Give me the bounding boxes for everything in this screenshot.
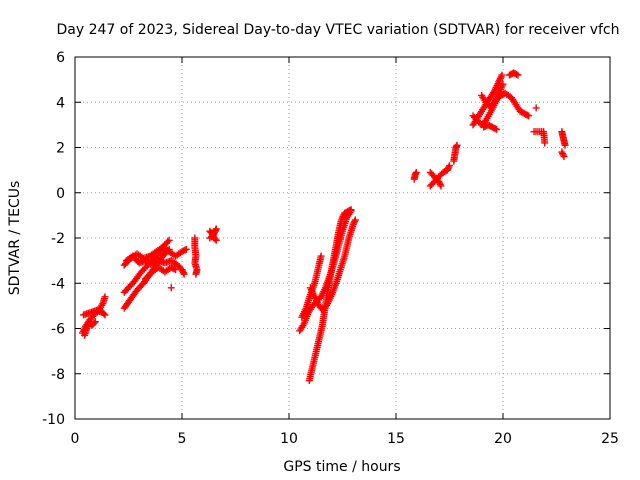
y-tick-label: 0 (56, 186, 65, 202)
data-point (412, 168, 420, 176)
data-point (446, 162, 453, 170)
y-axis-label: SDTVAR / TECUs (7, 181, 23, 296)
data-point (165, 236, 173, 244)
x-tick-label: 5 (178, 431, 187, 447)
data-point (561, 141, 569, 149)
data-point (513, 70, 521, 78)
data-point (560, 153, 568, 161)
y-tick-label: 2 (56, 141, 65, 157)
x-axis-label: GPS time / hours (283, 459, 400, 475)
data-marks (78, 69, 569, 385)
data-point (212, 225, 220, 233)
data-point (559, 151, 567, 159)
data-point (212, 236, 220, 244)
data-point (351, 217, 359, 225)
data-point (491, 125, 499, 133)
data-point (436, 180, 444, 188)
chart-title: Day 247 of 2023, Sidereal Day-to-day VTE… (56, 22, 619, 38)
x-tick-label: 10 (280, 431, 298, 447)
data-point (317, 252, 325, 260)
data-point (172, 266, 180, 274)
data-point (90, 319, 98, 327)
data-point (493, 125, 501, 133)
data-point (498, 71, 506, 79)
data-point (347, 207, 355, 215)
data-point (170, 265, 178, 273)
data-point (351, 216, 359, 224)
data-point (101, 311, 109, 319)
plot-frame (74, 56, 611, 420)
data-point (192, 270, 200, 278)
data-point (499, 80, 507, 88)
y-tick-label: 6 (56, 50, 65, 66)
data-point (164, 238, 172, 246)
x-tick-label: 25 (601, 431, 619, 447)
data-point (182, 245, 190, 253)
data-point (91, 318, 99, 326)
data-point (523, 111, 531, 119)
x-tick-label: 15 (387, 431, 405, 447)
y-tick-label: -10 (42, 412, 65, 428)
y-tick-label: -2 (51, 231, 65, 247)
grid-lines (75, 57, 610, 419)
data-point (437, 182, 445, 190)
data-point (101, 293, 109, 301)
data-point (532, 104, 540, 112)
x-tick-label: 20 (494, 431, 512, 447)
data-point (525, 112, 533, 120)
y-tick-label: -4 (51, 276, 65, 292)
data-point (453, 141, 461, 149)
tick-labels: 0 5 10 15 20 25 -10 -8 -6 -4 -2 0 2 4 6 (42, 50, 619, 447)
data-point (445, 163, 453, 171)
data-point (180, 270, 188, 278)
y-tick-label: -6 (51, 322, 65, 338)
data-point (100, 310, 108, 318)
x-tick-label: 0 (71, 431, 80, 447)
data-point (514, 71, 522, 79)
data-point (179, 269, 187, 277)
data-point (167, 284, 175, 292)
data-point (541, 139, 549, 147)
y-tick-label: -8 (51, 367, 65, 383)
y-tick-label: 4 (56, 95, 65, 111)
data-point (181, 246, 189, 254)
